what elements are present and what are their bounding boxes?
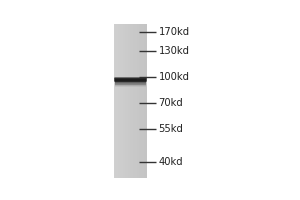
- Bar: [116, 87, 146, 88]
- Bar: [116, 85, 146, 86]
- Bar: [116, 79, 146, 80]
- Bar: [116, 80, 146, 81]
- Text: 130kd: 130kd: [158, 46, 189, 56]
- Bar: [116, 79, 146, 80]
- Bar: [116, 83, 146, 84]
- Bar: [114, 24, 147, 178]
- Text: 40kd: 40kd: [158, 157, 183, 167]
- Bar: [116, 86, 146, 87]
- Bar: [116, 88, 146, 89]
- Bar: [116, 82, 146, 83]
- Bar: [116, 81, 146, 82]
- Text: 55kd: 55kd: [158, 124, 183, 134]
- Text: 170kd: 170kd: [158, 27, 190, 37]
- Bar: [116, 85, 146, 86]
- Bar: [116, 87, 146, 88]
- Bar: [116, 84, 146, 85]
- Bar: [116, 84, 146, 85]
- Text: 70kd: 70kd: [158, 98, 183, 108]
- Bar: [116, 81, 146, 82]
- Bar: [116, 86, 146, 87]
- Bar: [116, 82, 146, 83]
- Bar: [116, 83, 146, 84]
- Bar: [116, 87, 146, 88]
- Bar: [116, 81, 146, 82]
- Bar: [116, 84, 146, 85]
- FancyBboxPatch shape: [114, 77, 147, 82]
- Bar: [116, 80, 146, 81]
- Text: 100kd: 100kd: [158, 72, 189, 82]
